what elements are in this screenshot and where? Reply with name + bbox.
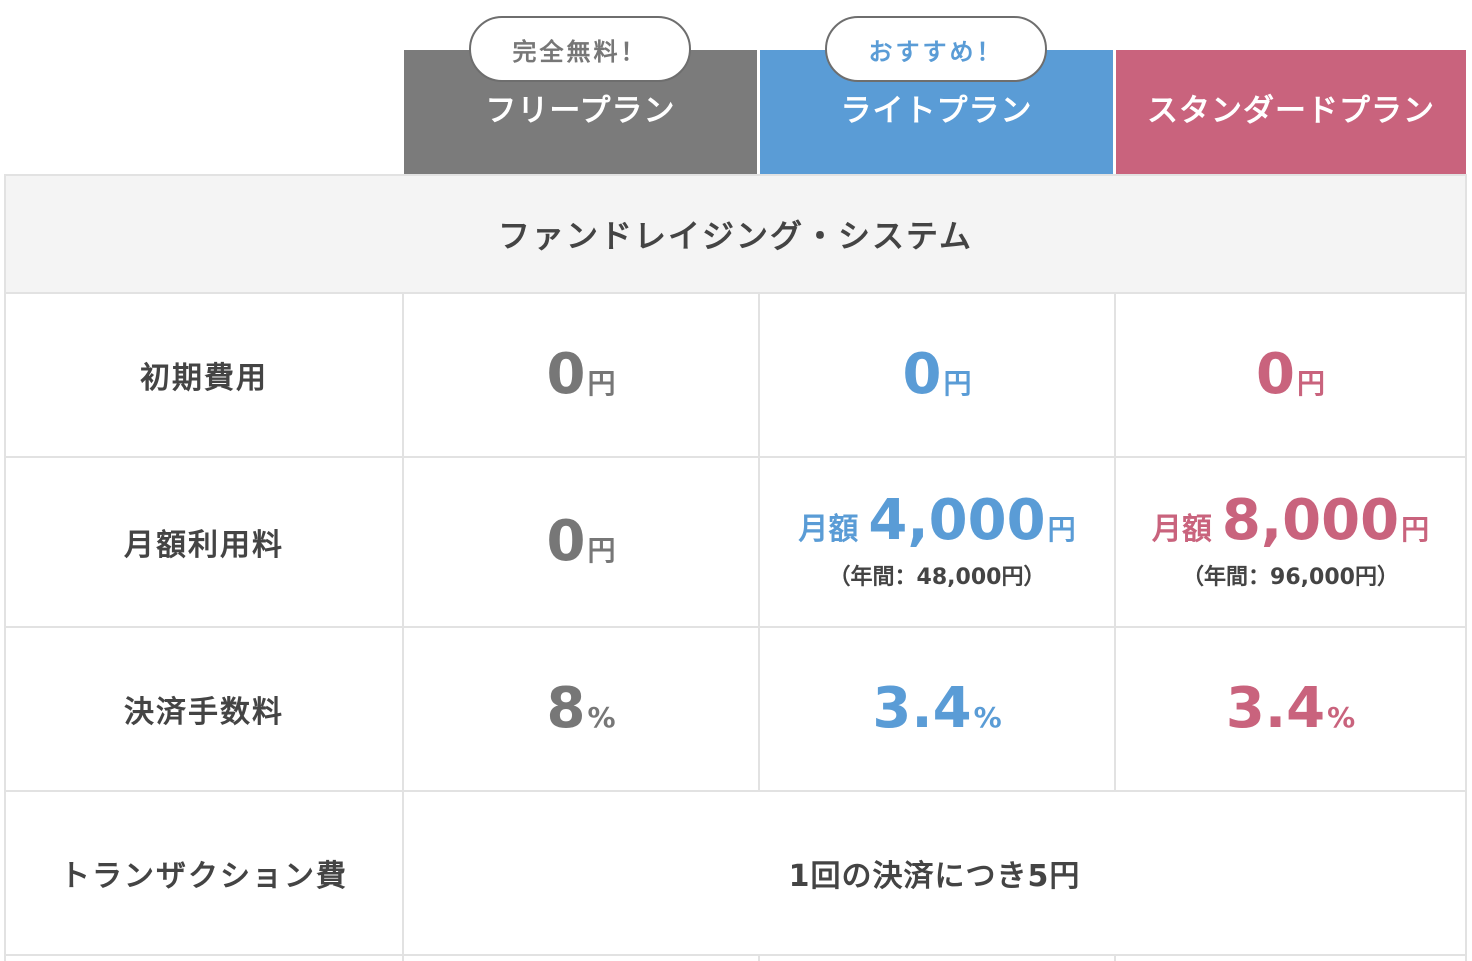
price-unit: 円 (1047, 513, 1076, 546)
row-label-fee: 決済手数料 (124, 695, 284, 730)
row-label-cell: 初期費用 (4, 294, 404, 458)
price-prefix: 月額 (1151, 512, 1212, 547)
price-unit: 円 (943, 367, 972, 400)
price-number: 3.4 (872, 676, 972, 741)
price-cell-free-monthly: 0 円 (404, 458, 760, 628)
price-number: 8,000 (1221, 488, 1400, 553)
plan-name-free: フリープラン (485, 93, 676, 129)
badge-free: 完全無料！ (469, 16, 691, 82)
price-value: 0 円 (903, 347, 972, 403)
row-label-cell: 月額利用料 (4, 458, 404, 628)
annual-price-note: （年間：96,000円） (1182, 565, 1399, 590)
plan-header-standard: スタンダードプラン (1116, 50, 1466, 174)
price-number: 4,000 (868, 488, 1046, 553)
badge-free-label: 完全無料！ (512, 37, 648, 66)
plan-name-lite: ライトプラン (840, 93, 1033, 129)
price-unit: 円 (587, 534, 616, 567)
row-label-monthly: 月額利用料 (124, 528, 284, 563)
badge-recommended: おすすめ！ (825, 16, 1047, 82)
price-unit: 円 (1401, 513, 1430, 546)
price-cell-standard-monthly: 月額 8,000 円 （年間：96,000円） (1116, 458, 1467, 628)
annual-price-note: （年間：48,000円） (828, 565, 1046, 590)
section-title-text: ファンドレイジング・システム (497, 217, 974, 255)
row-label-cell: 決済手数料 (4, 628, 404, 792)
row-label-transaction: トランザクション費 (60, 859, 348, 894)
price-value: 8 % (546, 681, 615, 737)
price-cell-lite-fee: 3.4 % (760, 628, 1116, 792)
transaction-fee-text: 1回の決済につき5円 (788, 859, 1081, 894)
price-value: 月額 4,000 円 (798, 493, 1075, 549)
badge-recommended-label: おすすめ！ (868, 37, 1004, 66)
price-cell-lite-initial: 0 円 (760, 294, 1116, 458)
price-value: 月額 8,000 円 (1152, 493, 1429, 549)
table-border (4, 956, 6, 961)
price-unit: 円 (1296, 367, 1325, 400)
price-value: 3.4 % (872, 681, 1001, 737)
plan-header-lite: ライトプラン (760, 50, 1113, 174)
price-value: 0 円 (547, 514, 616, 570)
section-title: ファンドレイジング・システム (4, 174, 1467, 294)
price-cell-standard-initial: 0 円 (1116, 294, 1467, 458)
plan-name-standard: スタンダードプラン (1147, 93, 1435, 129)
table-border (1465, 956, 1467, 961)
price-number: 3.4 (1225, 676, 1326, 741)
price-unit: 円 (587, 367, 616, 400)
price-cell-lite-monthly: 月額 4,000 円 （年間：48,000円） (760, 458, 1116, 628)
price-number: 0 (546, 342, 586, 407)
table-border (402, 956, 404, 961)
price-unit: % (1327, 701, 1356, 734)
price-number: 0 (902, 342, 942, 407)
row-label-initial: 初期費用 (140, 361, 268, 396)
price-cell-free-initial: 0 円 (404, 294, 760, 458)
price-value: 0 円 (547, 347, 616, 403)
price-unit: % (973, 701, 1002, 734)
price-prefix: 月額 (798, 512, 859, 547)
price-unit: % (587, 701, 616, 734)
price-value: 3.4 % (1226, 681, 1355, 737)
price-number: 0 (546, 509, 586, 574)
price-value: 0 円 (1256, 347, 1325, 403)
table-border (758, 956, 760, 961)
price-cell-standard-fee: 3.4 % (1116, 628, 1467, 792)
table-border (1114, 956, 1116, 961)
price-number: 8 (546, 676, 586, 741)
price-number: 0 (1256, 342, 1295, 407)
price-cell-free-fee: 8 % (404, 628, 760, 792)
transaction-fee-cell: 1回の決済につき5円 (404, 792, 1467, 956)
row-label-cell: トランザクション費 (4, 792, 404, 956)
